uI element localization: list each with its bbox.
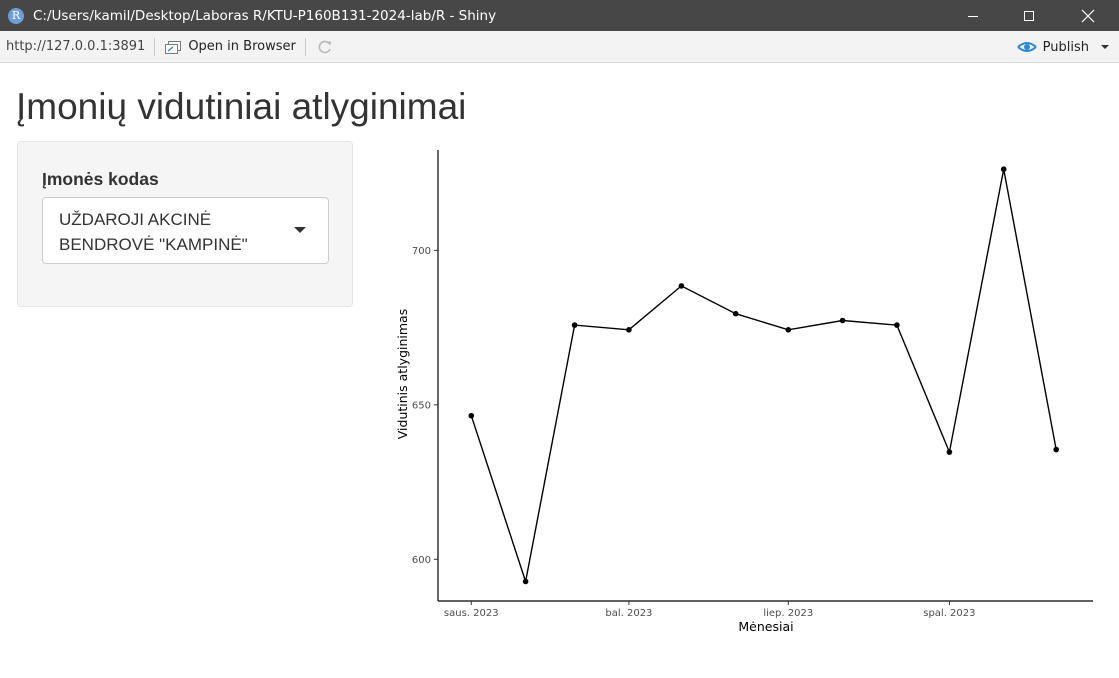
x-tick-label: spal. 2023 — [923, 608, 975, 619]
salary-line-chart: 600 650 700 saus. 2023 bal. 2023 liep. 2023 sp… — [395, 150, 1093, 634]
x-axis-label: Mėnesiai — [738, 619, 793, 634]
y-tick-label: 700 — [412, 246, 431, 257]
url-display[interactable]: http://127.0.0.1:3891 — [6, 39, 146, 54]
refresh-icon — [318, 40, 331, 53]
data-point — [946, 449, 953, 455]
publish-label: Publish — [1042, 39, 1089, 55]
chevron-down-icon — [1101, 45, 1109, 49]
data-point — [785, 327, 792, 333]
data-point — [839, 317, 846, 324]
y-tick-label: 650 — [412, 400, 431, 411]
window-title: C:/Users/kamil/Desktop/Laboras R/KTU-P16… — [33, 7, 497, 24]
y-tick-label: 600 — [412, 555, 431, 566]
data-point — [894, 322, 900, 328]
data-point — [571, 322, 578, 328]
publish-icon — [1016, 42, 1037, 52]
data-point — [522, 578, 529, 585]
company-select-value: UŽDAROJI AKCINĖ BENDROVĖ "KAMPINĖ" — [59, 210, 248, 254]
close-icon — [1081, 9, 1095, 22]
company-code-label: Įmonės kodas — [42, 169, 159, 189]
data-point — [1053, 446, 1059, 453]
data-point — [468, 412, 475, 419]
open-in-browser-icon — [165, 40, 182, 54]
close-button[interactable] — [1065, 0, 1111, 31]
open-in-browser-label: Open in Browser — [188, 39, 296, 54]
x-tick-label: liep. 2023 — [763, 608, 813, 619]
viewer-toolbar: http://127.0.0.1:3891 Open in Browser Pu… — [0, 31, 1119, 63]
data-point — [678, 283, 685, 289]
refresh-button[interactable] — [316, 38, 334, 56]
x-tick-label: saus. 2023 — [444, 608, 499, 619]
minimize-button[interactable] — [950, 0, 996, 31]
data-point — [1000, 166, 1007, 172]
company-select[interactable]: UŽDAROJI AKCINĖ BENDROVĖ "KAMPINĖ" — [42, 197, 329, 264]
maximize-button[interactable] — [1006, 0, 1052, 31]
toolbar-divider — [304, 37, 306, 56]
minimize-icon — [968, 15, 978, 17]
window-title-bar: R C:/Users/kamil/Desktop/Laboras R/KTU-P… — [0, 0, 1119, 31]
data-point — [732, 310, 739, 317]
page-title: Įmonių vidutiniai atlyginimai — [16, 86, 467, 127]
open-in-browser-button[interactable]: Open in Browser — [164, 39, 296, 54]
y-axis-label: Vidutinis atlyginimas — [395, 309, 410, 439]
data-point — [626, 327, 632, 333]
publish-button[interactable]: Publish — [1016, 31, 1109, 63]
series-line — [470, 169, 1057, 582]
toolbar-divider — [154, 37, 156, 56]
sidebar-panel: Įmonės kodas UŽDAROJI AKCINĖ BENDROVĖ "K… — [17, 141, 353, 307]
dropdown-caret-icon — [294, 227, 306, 233]
x-tick-label: bal. 2023 — [605, 608, 652, 619]
r-app-icon: R — [8, 7, 24, 24]
maximize-icon — [1024, 10, 1034, 21]
